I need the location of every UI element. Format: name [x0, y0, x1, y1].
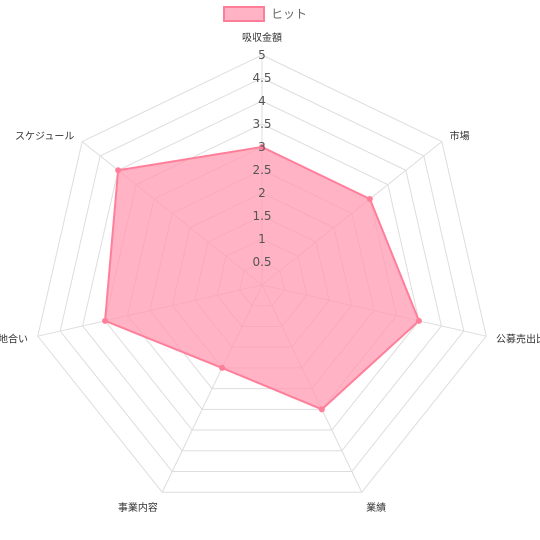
grid-ring [59, 77, 465, 473]
axis-label: 業績 [366, 501, 386, 514]
tick-label: 2 [258, 186, 266, 200]
axis-label: 事業内容 [118, 501, 158, 514]
tick-label: 4.5 [252, 71, 271, 85]
tick-label: 3 [258, 140, 266, 154]
axis-label: 吸収金額 [242, 31, 282, 44]
axis-label: 地合い [0, 332, 28, 345]
data-point[interactable] [318, 406, 325, 413]
data-point[interactable] [115, 167, 122, 174]
series-layer [102, 144, 422, 413]
tick-label: 3.5 [252, 117, 271, 131]
grid-ring [82, 100, 442, 452]
data-point[interactable] [366, 195, 373, 202]
tick-label: 1 [258, 232, 266, 246]
axis-labels: 吸収金額市場公募売出比業績 事業内容 地合い スケジュール [0, 31, 540, 514]
tick-label: 2.5 [252, 163, 271, 177]
axis-label: 公募売出比 [496, 332, 540, 345]
legend[interactable]: ヒット [223, 6, 307, 22]
tick-label: 0.5 [252, 255, 271, 269]
data-point[interactable] [219, 364, 226, 371]
series-area [103, 145, 421, 411]
legend-swatch[interactable] [223, 6, 265, 22]
axis-label: 市場 [450, 129, 470, 142]
tick-label: 4 [258, 94, 266, 108]
tick-label: 1.5 [252, 209, 271, 223]
tick-label: 5 [258, 48, 266, 62]
data-point[interactable] [259, 144, 265, 150]
data-point[interactable] [102, 317, 109, 324]
data-point[interactable] [415, 317, 422, 324]
axis-label: スケジュール [15, 130, 74, 142]
tick-labels: 0.5 1 1.5 2 2.5 3 3.5 4 4.5 5 [252, 48, 271, 269]
legend-label[interactable]: ヒット [271, 7, 307, 21]
grid-ring [37, 54, 487, 493]
